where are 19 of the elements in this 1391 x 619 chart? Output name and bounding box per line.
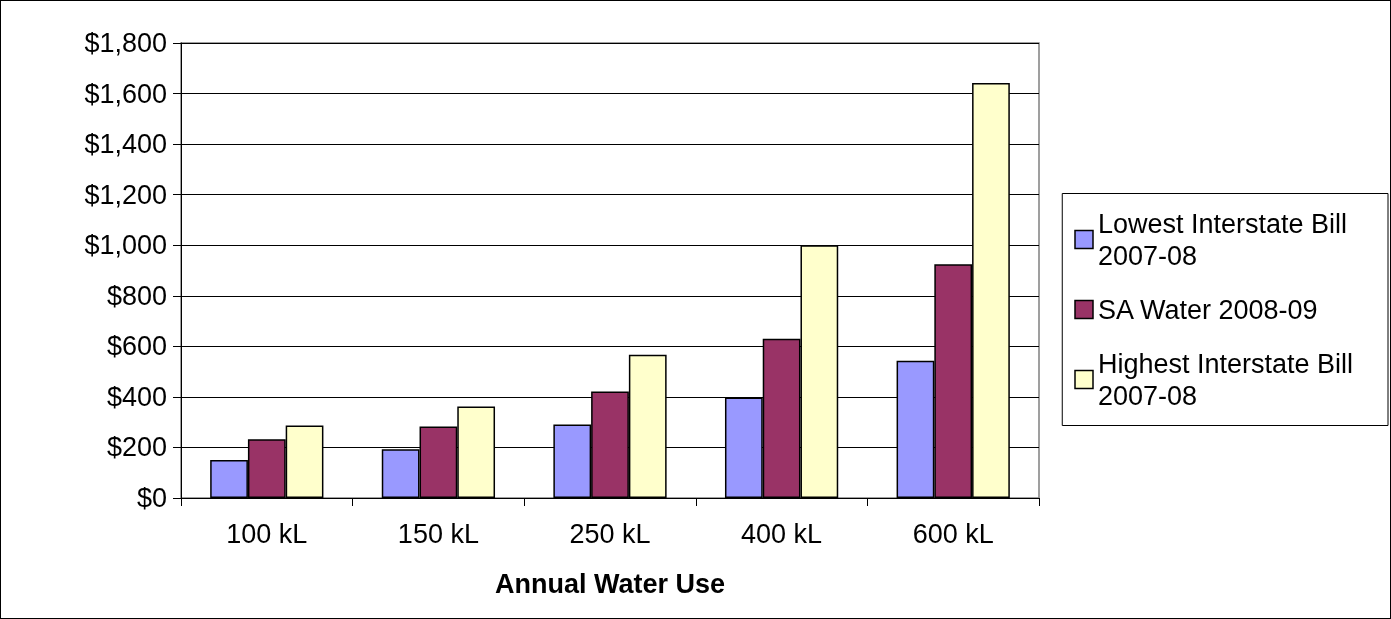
x-axis-title: Annual Water Use	[494, 568, 726, 599]
y-tick-label: $200	[106, 432, 167, 463]
y-tick-label: $1,600	[84, 78, 167, 109]
y-tick-label: $1,800	[84, 28, 167, 58]
legend-label: SA Water 2008-09	[1098, 294, 1318, 325]
y-tick-label: $800	[106, 280, 167, 311]
x-tick-label: 250 kL	[569, 518, 651, 549]
x-tick-label: 600 kL	[912, 518, 994, 549]
y-tick-label: $1,400	[84, 129, 167, 160]
y-tick-label: $400	[106, 381, 167, 412]
y-tick-label: $1,000	[84, 230, 167, 261]
y-tick-label: $1,200	[84, 179, 167, 210]
legend-label: Highest Interstate Bill 2007-08	[1098, 348, 1361, 411]
x-tick-label: 400 kL	[741, 518, 823, 549]
x-tick-label: 100 kL	[226, 518, 308, 549]
y-tick-label: $600	[106, 331, 167, 362]
y-tick-label: $0	[136, 483, 167, 513]
x-tick-label: 150 kL	[397, 518, 479, 549]
legend-label: Lowest Interstate Bill 2007-08	[1098, 208, 1355, 271]
